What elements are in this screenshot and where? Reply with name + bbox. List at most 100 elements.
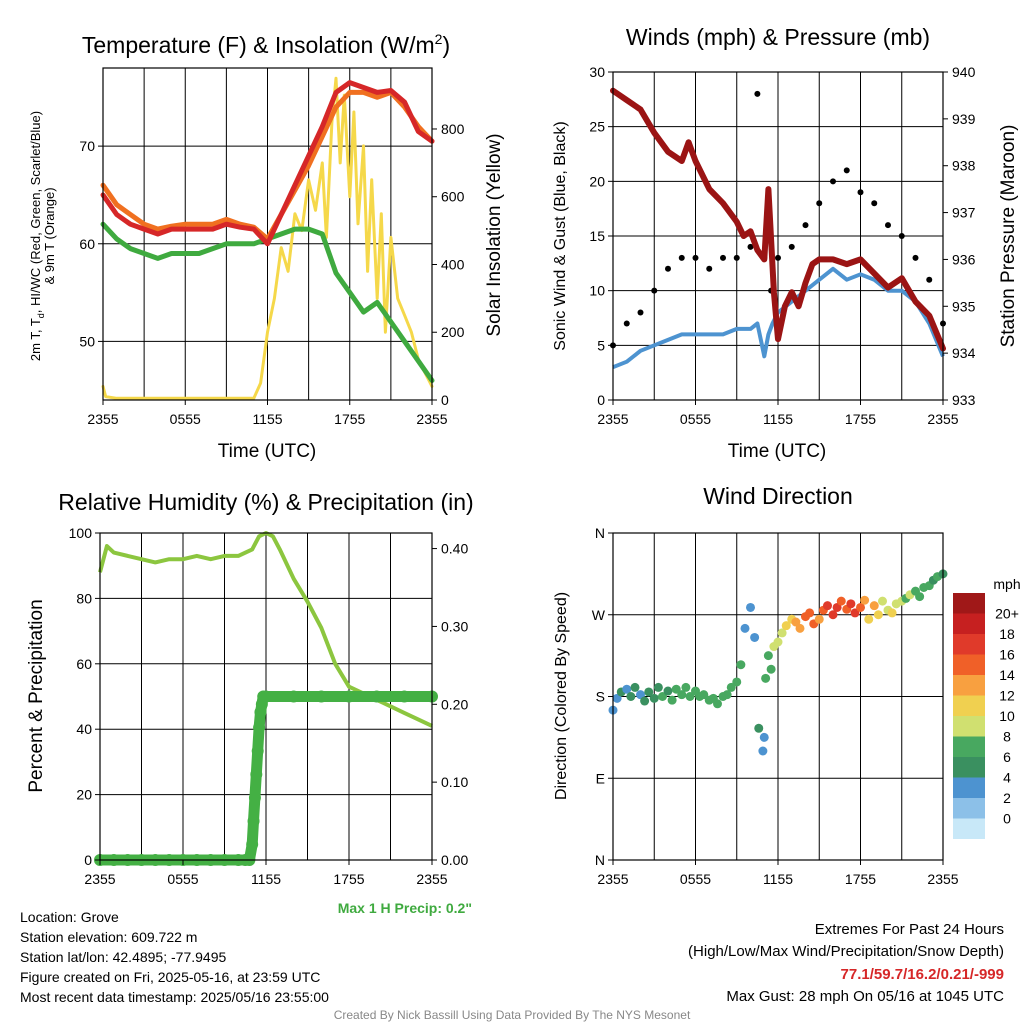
temp-xtick-label: 1155: [252, 411, 282, 427]
colorbar-swatch: [953, 695, 985, 716]
direction-point: [671, 684, 681, 694]
gust-point: [912, 254, 919, 261]
wind-rtick-label: 936: [952, 251, 976, 267]
direction-point: [814, 614, 824, 624]
temp-ytick-label: 50: [79, 333, 95, 349]
direction-point: [658, 692, 667, 701]
dir-ytick-label: S: [596, 689, 605, 705]
direction-point: [777, 628, 787, 638]
gust-point: [775, 254, 781, 261]
direction-point: [791, 617, 801, 627]
direction-point: [746, 602, 755, 612]
humidity-title: Relative Humidity (%) & Precipitation (i…: [58, 489, 473, 515]
direction-point: [612, 693, 622, 703]
wind-xtick-label: 2355: [597, 411, 628, 427]
direction-point: [754, 723, 764, 733]
winds-ylabel-right: Station Pressure (Maroon): [998, 125, 1019, 348]
wind-xtick-label: 1155: [763, 411, 793, 427]
wind-rtick-label: 935: [952, 298, 976, 314]
wind-ytick-label: 15: [589, 228, 605, 244]
gust-point: [623, 320, 630, 327]
gust-point: [665, 265, 671, 272]
wind-ytick-label: 25: [589, 119, 605, 135]
rh-rtick-label: 0.10: [441, 774, 468, 790]
colorbar-swatch: [953, 613, 985, 634]
direction-point: [726, 682, 736, 692]
gust-point: [871, 200, 878, 207]
colorbar-label: 18: [999, 626, 1015, 642]
direction-point: [873, 610, 883, 620]
temp-rtick-label: 200: [441, 324, 465, 340]
colorbar-title: mph: [993, 576, 1020, 592]
direction-point: [761, 673, 771, 683]
dir-xtick-label: 1755: [845, 871, 876, 887]
direction-point: [699, 690, 709, 700]
gust-point: [747, 243, 754, 250]
winds-ylabel: Sonic Wind & Gust (Blue, Black): [552, 121, 569, 350]
gust-point: [885, 222, 891, 229]
direction-point: [773, 637, 783, 647]
humidity-panel: Relative Humidity (%) & Precipitation (i…: [26, 489, 474, 887]
direction-point: [869, 601, 879, 611]
wind-rtick-label: 938: [952, 158, 976, 174]
max-gust-text: Max Gust: 28 mph On 05/16 at 1045 UTC: [726, 988, 1004, 1005]
rh-ytick-label: 0: [84, 852, 92, 868]
direction-point: [685, 692, 695, 701]
direction-point: [763, 651, 773, 661]
wind-xtick-label: 0555: [680, 411, 711, 427]
direction-point: [915, 592, 925, 602]
dir-ytick-label: W: [592, 607, 606, 623]
direction-point: [644, 687, 654, 697]
temperature-plot-area: [100, 76, 435, 400]
direction-point: [781, 621, 791, 631]
rh-ytick-label: 60: [76, 656, 92, 672]
direction-point: [846, 599, 856, 609]
gust-point: [830, 178, 836, 185]
gust-point: [788, 243, 795, 250]
temperature-ylabel-right: Solar Insolation (Yellow): [484, 133, 505, 336]
direction-point: [887, 608, 897, 618]
temperature-ylabel-line2: & 9m T (Orange): [42, 187, 57, 284]
gust-point: [651, 287, 658, 294]
direction-point: [630, 682, 640, 692]
direction-point: [653, 682, 663, 692]
elevation-text: Station elevation: 609.722 m: [20, 929, 197, 945]
direction-point: [823, 601, 832, 611]
direction-point: [828, 610, 838, 620]
colorbar-swatch: [953, 675, 985, 696]
wind-rtick-label: 934: [952, 345, 976, 361]
rh-rtick-label: 0.20: [441, 696, 468, 712]
rh-xtick-label: 1155: [251, 871, 281, 887]
direction-point: [663, 686, 673, 696]
rh-rtick-label: 0.00: [441, 852, 468, 868]
direction-point: [856, 602, 865, 612]
wind-direction-axes: N E S W N 2355 0555 1155 1755 2355: [592, 525, 959, 887]
colorbar-label: 10: [999, 708, 1015, 724]
gust-point: [898, 233, 905, 239]
temp-rtick-label: 600: [441, 189, 465, 205]
direction-point: [878, 596, 887, 606]
direction-point: [649, 693, 659, 703]
temp-xtick-label: 2355: [416, 411, 447, 427]
wind-ytick-label: 0: [597, 392, 605, 408]
colorbar-swatch: [953, 736, 985, 757]
temperature-ylabel-line1: 2m T, Td, HI/WC (Red, Green, Scarlet/Blu…: [28, 111, 46, 361]
rh-ytick-label: 20: [76, 787, 92, 803]
rh-rtick-label: 0.30: [441, 618, 468, 634]
gust-point: [692, 254, 699, 261]
colorbar-swatch: [953, 757, 985, 778]
colorbar-label: 14: [999, 667, 1015, 683]
colorbar-swatch: [953, 654, 985, 675]
colorbar-label: 6: [1003, 749, 1011, 765]
wind-rtick-label: 933: [952, 392, 976, 408]
rh-xtick-label: 2355: [84, 871, 115, 887]
direction-point: [750, 632, 760, 642]
gust-point: [926, 276, 933, 283]
colorbar-label: 2: [1003, 790, 1011, 806]
colorbar-label: 20+: [995, 606, 1019, 622]
gust-point: [802, 222, 809, 229]
colorbar-swatch: [953, 777, 985, 798]
rh-ytick-label: 40: [76, 721, 92, 737]
direction-point: [740, 623, 750, 633]
